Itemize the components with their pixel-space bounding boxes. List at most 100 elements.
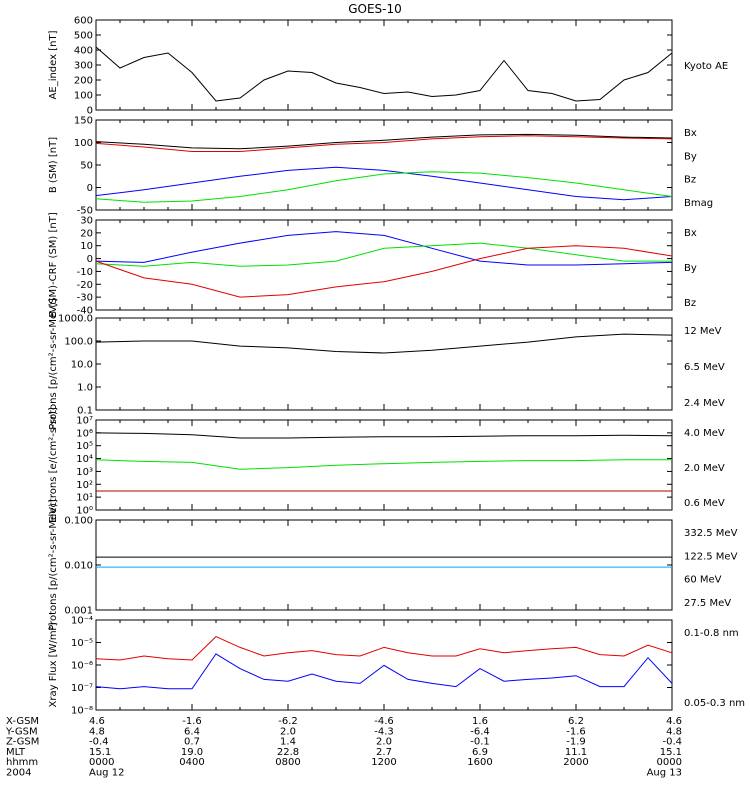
y-tick-label: 30 [80,216,93,227]
y-axis-label: B (SM) [nT] [48,137,59,193]
ephemeris-value: 6.4 [184,726,200,737]
y-tick-label: 10³ [76,467,93,478]
legend-label: 4.0 MeV [684,428,725,439]
panel-frame [95,317,673,411]
series-line-0-05-0-3-nm [95,653,673,690]
y-tick-label: 0.001 [64,606,93,617]
legend-label: By [684,151,697,162]
legend-label: Bx [684,128,697,139]
ephemeris-value: 1.6 [472,716,488,727]
y-tick-label: 10⁰ [76,506,93,517]
y-axis-label: Protons [p/(cm²-s-sr-MeV)] [48,298,59,430]
y-tick-label: 0.1 [77,406,93,417]
ephemeris-value: 4.6 [89,716,105,727]
y-tick-label: 0 [87,183,93,194]
legend-label: Bz [684,175,696,186]
panel-0: 0 100 200 300 400 500 600 AE_index [nT] Kyoto AE [48,16,728,117]
y-tick-label: -30 [77,293,93,304]
ephemeris-row-label: MLT [6,747,26,758]
y-tick-label: -20 [77,280,93,291]
y-tick-label: 100 [74,138,93,149]
panel-5: 0.001 0.010 0.100 Protons [p/(cm²-s-sr-MeV)… [48,499,738,631]
ephemeris-value: 2.7 [376,747,392,758]
ephemeris-value: -1.9 [566,737,586,748]
ephemeris-value: 4.8 [89,726,105,737]
ephemeris-value: 0000 [89,757,114,768]
y-tick-label: 10⁻⁵ [71,638,93,649]
y-tick-label: 10 [80,241,93,252]
ephemeris-value: 2000 [563,757,588,768]
legend-label: 6.5 MeV [684,362,725,373]
ephemeris-value: -0.4 [89,737,109,748]
ephemeris-value: 1600 [467,757,492,768]
ephemeris-value: -4.3 [374,726,394,737]
y-tick-label: 10⁻⁶ [71,661,93,672]
legend-label: Bz [684,298,696,309]
legend-label: 2.0 MeV [684,463,725,474]
y-tick-label: 10² [76,480,93,491]
panel-6: 10⁻⁸ 10⁻⁷ 10⁻⁶ 10⁻⁵ 10⁻⁴ Xray Flux [W/m²] 0.1-… [48,616,745,717]
ephemeris-value: 4.8 [666,726,682,737]
ephemeris-row-label: hhmm [6,757,38,768]
y-tick-label: -50 [77,206,93,217]
ephemeris-value: -0.4 [662,737,682,748]
y-axis-label: B (SM)-CRF (SM) [nT] [48,212,59,318]
y-tick-label: 300 [74,61,93,72]
series-line-kyoto-ae [95,46,673,102]
y-tick-label: 0 [87,254,93,265]
ephemeris-value: 22.8 [277,747,299,758]
y-tick-label: 10⁷ [76,416,93,427]
y-tick-label: 10¹ [76,493,93,504]
y-tick-label: 100.0 [64,337,93,348]
ephemeris-value: 0400 [179,757,204,768]
ephemeris-value: -1.6 [566,726,586,737]
ephemeris-value: 0000 [657,757,682,768]
y-tick-label: 0 [87,106,93,117]
y-tick-label: 10⁻⁴ [71,616,93,627]
ephemeris-value: 0800 [275,757,300,768]
y-tick-label: 20 [80,228,93,239]
y-tick-label: 10⁻⁷ [71,683,93,694]
series-line-bmag [95,133,673,150]
y-tick-label: 1.0 [77,383,93,394]
y-axis-label: AE_index [nT] [48,30,59,99]
y-tick-label: 10⁵ [76,441,93,452]
legend-label: Bmag [684,198,713,209]
y-tick-label: 0.010 [64,561,93,572]
ephemeris-value: 1200 [371,757,396,768]
legend-label: 27.5 MeV [684,598,731,609]
ephemeris-row-label: Y-GSM [5,726,38,737]
y-tick-label: 600 [74,16,93,27]
ephemeris-value: 6.2 [568,716,584,727]
y-tick-label: -10 [77,267,93,278]
y-tick-label: 500 [74,31,93,42]
y-tick-label: 10⁴ [76,454,93,465]
y-tick-label: 0.100 [64,516,93,527]
ephemeris-value: -6.4 [470,726,490,737]
series-line-bz [95,135,673,152]
series-line-0-1-0-8-nm [95,636,673,661]
legend-label: 332.5 MeV [684,528,738,539]
series-line-0-6-mev [95,432,673,439]
y-tick-label: 10.0 [71,360,93,371]
panel-frame [95,419,673,511]
legend-label: By [684,263,697,274]
series-line-by [95,242,672,267]
ephemeris-row-label: Z-GSM [6,737,39,748]
panel-frame [95,119,673,211]
legend-label: 0.1-0.8 nm [684,628,739,639]
ephemeris-value: Aug 12 [89,768,124,779]
legend-label: 12 MeV [684,326,722,337]
ephemeris-value: 19.0 [181,747,203,758]
series-line-bx [95,166,673,201]
ephemeris-value: -0.1 [470,737,490,748]
ephemeris-row-label: 2004 [6,768,31,779]
ephemeris-value: 15.1 [660,747,682,758]
y-axis-label: Protons [p/(cm²-s-sr-MeV)] [48,499,59,631]
ephemeris-row-label: X-GSM [6,716,39,727]
series-line-2-0-mev [95,459,672,470]
ephemeris-value: 2.0 [376,737,392,748]
ephemeris-value: 4.6 [666,716,682,727]
